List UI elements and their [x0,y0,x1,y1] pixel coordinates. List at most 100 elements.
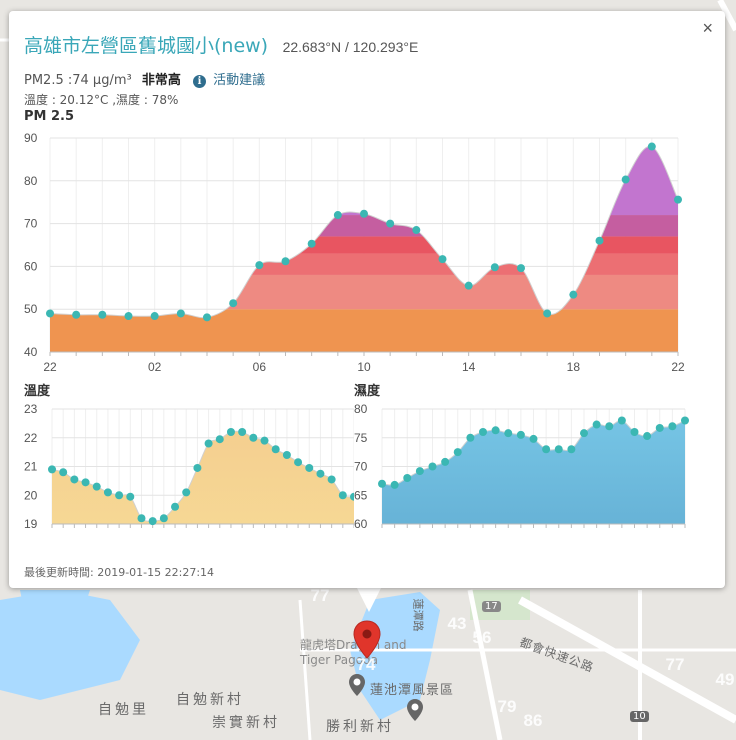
data-point [203,313,211,322]
popup-header: 高雄市左營區舊城國小(new) 22.683°N / 120.293°E [24,31,418,58]
location-pin-icon[interactable] [353,620,381,660]
y-tick-label: 70 [354,460,368,474]
popup-tail [356,586,382,612]
data-point [378,479,386,488]
pm25-level: 非常高 [141,73,181,88]
pm25-chart: 40 50 60 70 80 90 22 02 06 10 14 18 22 [24,131,685,374]
data-point [464,281,473,290]
map-poi-icon[interactable] [348,673,366,697]
data-point [305,463,314,472]
data-point [543,309,552,318]
area-band [50,236,678,254]
aqi-marker[interactable]: 56 [472,628,492,647]
aqi-marker[interactable]: 49 [715,670,735,689]
data-point [554,445,563,454]
data-point [316,469,325,478]
data-point [150,312,159,321]
data-point [255,261,264,270]
map-label-village: 崇實新村 [212,715,280,731]
data-point [517,264,525,273]
data-point [115,491,124,500]
data-point [647,142,656,151]
data-point [333,211,342,220]
y-tick-label: 80 [24,174,38,188]
data-point [327,475,336,484]
activity-advice-link[interactable]: 活動建議 [213,73,266,88]
y-tick-label: 75 [354,431,368,445]
x-tick-label: 18 [567,360,581,374]
station-title[interactable]: 高雄市左營區舊城國小(new) [24,35,269,57]
data-point [281,257,290,266]
aqi-marker[interactable]: 43 [447,614,467,633]
station-coordinates: 22.683°N / 120.293°E [282,39,419,55]
x-tick-label: 02 [148,360,162,374]
y-tick-label: 65 [354,488,368,502]
data-point [655,423,664,432]
data-point [171,502,180,511]
map-label-village: 自勉里 [98,702,149,718]
data-point [681,416,689,425]
map-label-village: 自勉新村 [176,692,244,708]
y-tick-label: 80 [354,402,368,416]
map-road-number: 17 [482,601,501,612]
data-point [249,433,258,442]
data-point [569,290,578,299]
data-point [182,488,191,497]
map-poi-icon[interactable] [406,698,424,722]
series-line [51,430,354,522]
x-tick-label: 06 [253,360,267,374]
data-point [215,435,224,444]
map-label-scenic: 蓮池潭風景區 [370,683,455,698]
data-point [271,445,280,454]
map-label-road: 蓮潭路 [411,598,425,632]
data-point [48,465,56,474]
aqi-marker[interactable]: 74 [356,655,376,674]
y-tick-label: 19 [24,517,38,531]
data-point [567,445,576,454]
data-point [466,433,475,442]
map-road-number: 10 [630,711,649,722]
y-tick-label: 50 [24,302,38,316]
data-point [529,434,538,443]
humidity-chart-title: 濕度 [354,384,381,399]
aqi-marker[interactable]: 77 [665,655,685,674]
info-icon[interactable]: i [193,75,206,88]
data-point [621,175,630,184]
y-tick-label: 22 [24,431,38,445]
aqi-marker[interactable]: 79 [497,697,517,716]
data-point [504,429,513,438]
data-point [617,416,626,425]
data-point [453,448,462,457]
x-tick-label: 14 [462,360,476,374]
area-band [50,253,678,275]
data-point [350,492,354,501]
data-point [643,432,652,441]
data-point [630,428,639,436]
y-tick-label: 23 [24,402,38,416]
pm25-chart-title: PM 2.5 [24,109,75,124]
aqi-marker[interactable]: 77 [310,586,330,605]
data-point [226,428,235,436]
data-point [386,219,395,228]
data-point [148,517,157,526]
data-point [81,478,90,487]
data-point [103,488,112,497]
aqi-marker[interactable]: 86 [523,711,543,730]
data-point [46,309,54,318]
data-point [403,474,412,482]
data-point [70,475,79,484]
data-point [438,255,447,264]
data-point [92,482,101,491]
y-tick-label: 40 [24,345,38,359]
data-point [490,263,499,272]
data-point [204,439,213,448]
humidity-chart: 60 65 70 75 80 [354,402,689,531]
temperature-chart: 19 20 21 22 23 [24,402,354,531]
data-point [580,429,588,438]
y-tick-label: 90 [24,131,38,145]
data-point [124,312,133,321]
data-point [360,209,368,218]
data-point [592,420,601,429]
data-point [605,422,614,431]
close-icon[interactable]: × [702,18,713,38]
